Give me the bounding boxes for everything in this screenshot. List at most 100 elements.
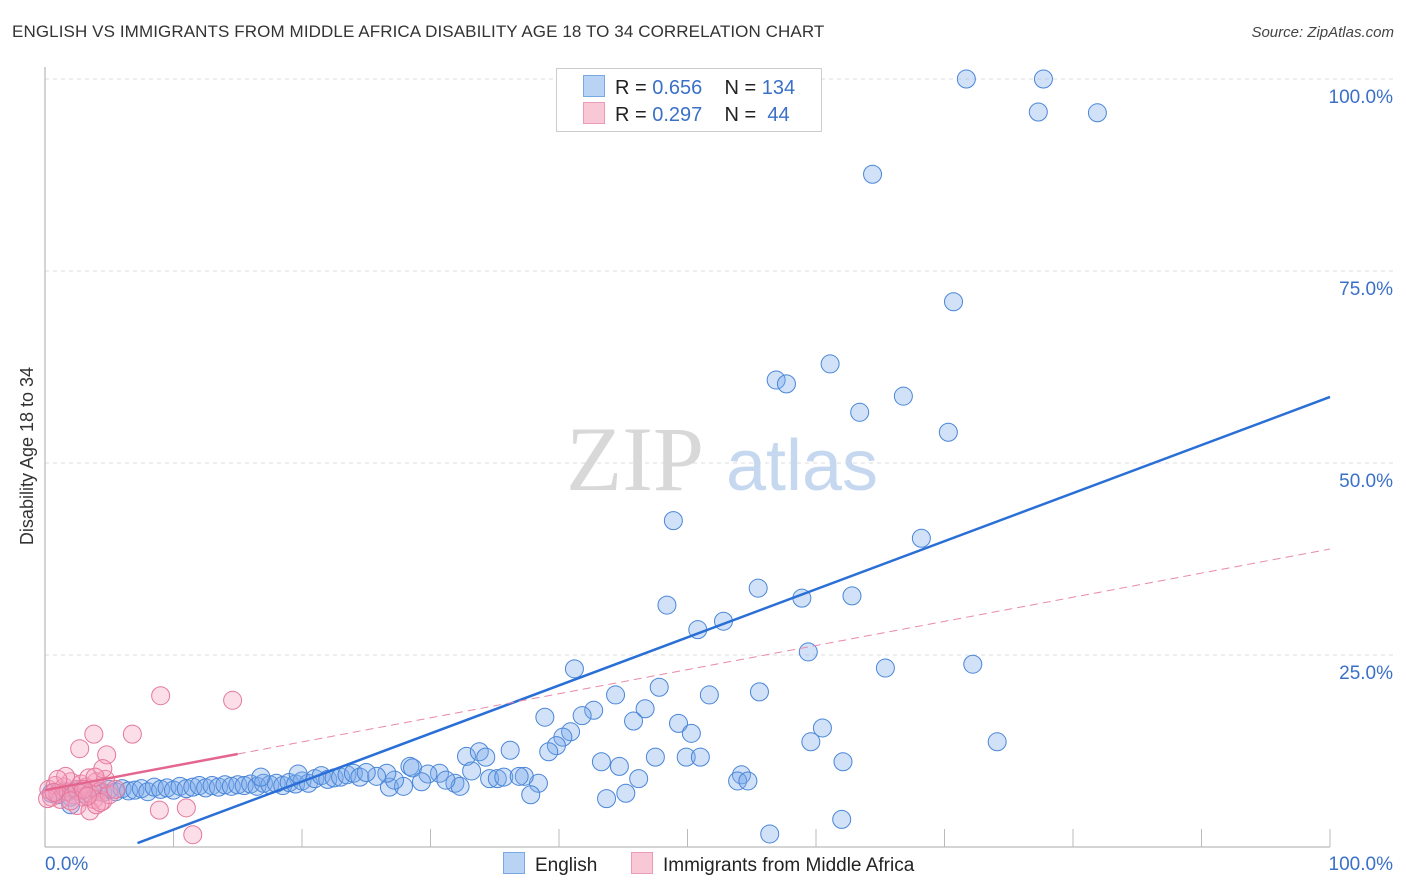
watermark-atlas: atlas: [726, 426, 878, 506]
immigrant-point: [106, 779, 126, 799]
legend-label-english: English: [535, 855, 598, 876]
english-swatch: [503, 852, 525, 874]
english-point: [546, 736, 566, 756]
english-point: [535, 707, 555, 727]
english-point: [833, 752, 853, 772]
english-point: [801, 732, 821, 752]
english-point: [956, 69, 976, 89]
english-point: [863, 164, 883, 184]
y-tick-label: 75.0%: [1339, 279, 1393, 300]
r-label: R =: [615, 77, 647, 99]
legend-row-english: R = 0.656 N = 134: [583, 75, 795, 100]
immigrant-point: [151, 686, 171, 706]
english-point: [418, 764, 438, 784]
y-axis-label: Disability Age 18 to 34: [17, 367, 37, 545]
immigrant-points: [38, 686, 243, 845]
english-point: [943, 292, 963, 312]
english-point: [469, 742, 489, 762]
english-point: [629, 769, 649, 789]
english-point: [584, 700, 604, 720]
english-point: [699, 685, 719, 705]
english-point: [377, 763, 397, 783]
x-tick-label-max: 100.0%: [1329, 854, 1394, 875]
y-tick-label: 25.0%: [1339, 663, 1393, 684]
english-point: [385, 770, 405, 790]
english-point: [450, 776, 470, 796]
english-point: [591, 752, 611, 772]
immigrants-swatch: [631, 852, 653, 874]
english-point: [606, 685, 626, 705]
english-point: [842, 586, 862, 606]
english-point: [635, 699, 655, 719]
legend-row-immigrants: R = 0.297 N = 44: [583, 102, 790, 127]
english-point: [597, 789, 617, 809]
english-point: [251, 767, 271, 787]
english-point: [456, 746, 476, 766]
english-point: [572, 706, 592, 726]
english-point: [500, 740, 520, 760]
english-point: [494, 767, 514, 787]
y-tick-labels: 100.0% 75.0% 50.0% 25.0%: [1329, 87, 1394, 684]
english-point: [367, 766, 387, 786]
english-point: [645, 747, 665, 767]
english-point: [776, 374, 796, 394]
gridlines: [45, 78, 1393, 656]
immigrants-r-value: 0.297: [652, 104, 703, 126]
n-label: N =: [724, 77, 757, 99]
immigrants-trend-extension: [237, 548, 1331, 755]
english-point: [681, 723, 701, 743]
english-point: [850, 402, 870, 422]
immigrant-point: [77, 786, 97, 806]
chart-title: ENGLISH VS IMMIGRANTS FROM MIDDLE AFRICA…: [12, 22, 825, 41]
english-point: [616, 783, 636, 803]
english-point: [1028, 102, 1048, 122]
english-point: [812, 718, 832, 738]
english-point: [657, 595, 677, 615]
english-point: [690, 747, 710, 767]
source-label: Source: ZipAtlas.com: [1251, 24, 1394, 41]
english-point: [480, 769, 500, 789]
immigrant-point: [84, 724, 104, 744]
english-trend-line: [137, 395, 1331, 845]
english-point: [462, 761, 482, 781]
axes: [44, 67, 1331, 848]
english-point: [624, 711, 644, 731]
legend-item-english[interactable]: English: [503, 852, 597, 877]
x-tick-label-min: 0.0%: [45, 854, 88, 875]
english-point: [728, 771, 748, 791]
immigrant-point: [90, 792, 110, 812]
english-point: [832, 809, 852, 829]
immigrant-point: [223, 690, 243, 710]
english-point: [1087, 103, 1107, 123]
english-point: [521, 785, 541, 805]
immigrants-n-value: 44: [767, 104, 790, 126]
english-point: [539, 742, 559, 762]
english-point: [760, 824, 780, 844]
y-tick-label: 100.0%: [1329, 87, 1394, 108]
watermark-zip: ZIP: [566, 408, 704, 510]
english-point: [875, 658, 895, 678]
english-point: [609, 756, 629, 776]
english-point: [514, 766, 534, 786]
trend-lines: [44, 395, 1331, 845]
english-point: [669, 713, 689, 733]
immigrant-point: [176, 798, 196, 818]
english-n-value: 134: [761, 77, 796, 99]
english-point: [938, 422, 958, 442]
immigrant-point: [70, 739, 90, 759]
english-point: [176, 779, 196, 799]
english-points: [41, 69, 1107, 844]
english-point: [476, 747, 496, 767]
english-point: [356, 763, 376, 783]
english-point: [749, 682, 769, 702]
english-point: [676, 747, 696, 767]
immigrants-swatch: [583, 102, 605, 124]
english-point: [820, 354, 840, 374]
legend-item-immigrants[interactable]: Immigrants from Middle Africa: [631, 852, 914, 877]
english-point: [987, 732, 1007, 752]
english-point: [487, 769, 507, 789]
immigrant-point: [183, 825, 203, 845]
english-point: [893, 386, 913, 406]
english-r-value: 0.656: [652, 77, 703, 99]
english-point: [748, 578, 768, 598]
